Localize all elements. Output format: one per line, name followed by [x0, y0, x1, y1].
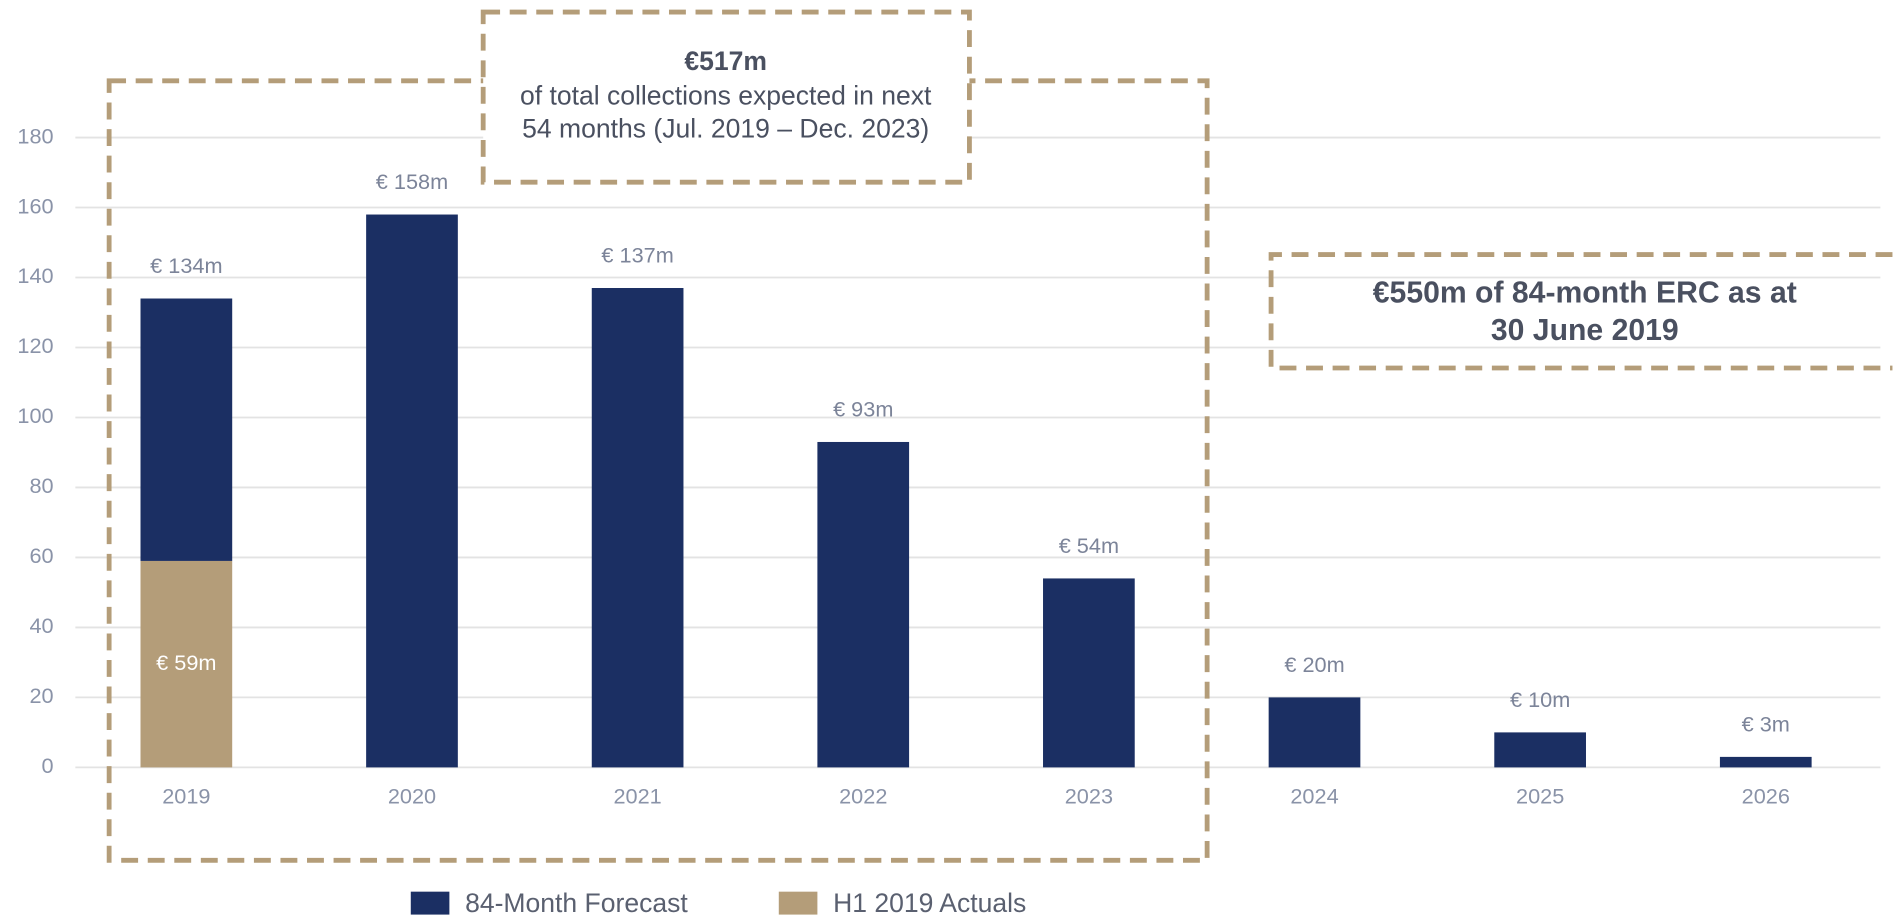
annotation-headline: €550m of 84-month ERC as at [1373, 276, 1797, 309]
total-label: € 20m [1284, 652, 1344, 677]
total-label: € 54m [1059, 533, 1119, 558]
x-tick-label: 2019 [162, 783, 210, 808]
x-tick-label: 2024 [1290, 783, 1338, 808]
y-tick-label: 180 [17, 123, 53, 148]
y-tick-label: 140 [17, 263, 53, 288]
legend-label: 84-Month Forecast [465, 888, 688, 917]
y-tick-label: 120 [17, 333, 53, 358]
segment-label: € 59m [156, 650, 216, 675]
forecast-window-box [106, 78, 1210, 863]
y-tick-label: 0 [42, 753, 54, 778]
total-label: € 158m [376, 169, 448, 194]
y-tick-label: 80 [29, 473, 53, 498]
bar-segment [140, 560, 233, 768]
total-label: € 134m [150, 253, 222, 278]
bar-segment [140, 298, 233, 561]
bar-segment [591, 288, 684, 768]
bar-segment [1494, 732, 1586, 768]
total-label: € 10m [1510, 687, 1570, 712]
x-tick-label: 2021 [613, 783, 661, 808]
total-label: € 137m [601, 242, 673, 267]
bar-segment [817, 441, 910, 768]
y-tick-label: 20 [29, 683, 53, 708]
bars: 2019 € 59m € 134m 2020 € 158m 2021 € 137m 2022 €… [140, 169, 1812, 808]
bar-segment [1043, 578, 1135, 768]
legend-swatch [778, 891, 818, 915]
annotation-box [480, 9, 972, 185]
legend-label: H1 2019 Actuals [833, 888, 1026, 917]
annotation-text: 54 months (Jul. 2019 – Dec. 2023) [522, 113, 929, 143]
x-tick-label: 2022 [839, 783, 887, 808]
x-tick-label: 2023 [1065, 783, 1113, 808]
total-label: € 3m [1742, 711, 1790, 736]
x-tick-label: 2026 [1742, 783, 1790, 808]
y-tick-label: 40 [29, 613, 53, 638]
x-tick-label: 2020 [388, 783, 436, 808]
legend-swatch [410, 891, 450, 915]
bar-segment [1268, 697, 1361, 768]
grid: 0 20 40 60 80 100 120 140 160 180 [17, 123, 1881, 778]
annotation-box [1268, 252, 1893, 371]
y-tick-label: 160 [17, 193, 53, 218]
annotation-headline: 30 June 2019 [1491, 314, 1679, 347]
annotation-text: of total collections expected in next [520, 81, 932, 111]
bar-segment [366, 214, 458, 768]
annotation-headline: €517m [684, 46, 767, 76]
y-tick-label: 100 [17, 403, 53, 428]
total-label: € 93m [833, 396, 893, 421]
x-tick-label: 2025 [1516, 783, 1564, 808]
bar-segment [1719, 756, 1812, 768]
y-tick-label: 60 [29, 543, 53, 568]
